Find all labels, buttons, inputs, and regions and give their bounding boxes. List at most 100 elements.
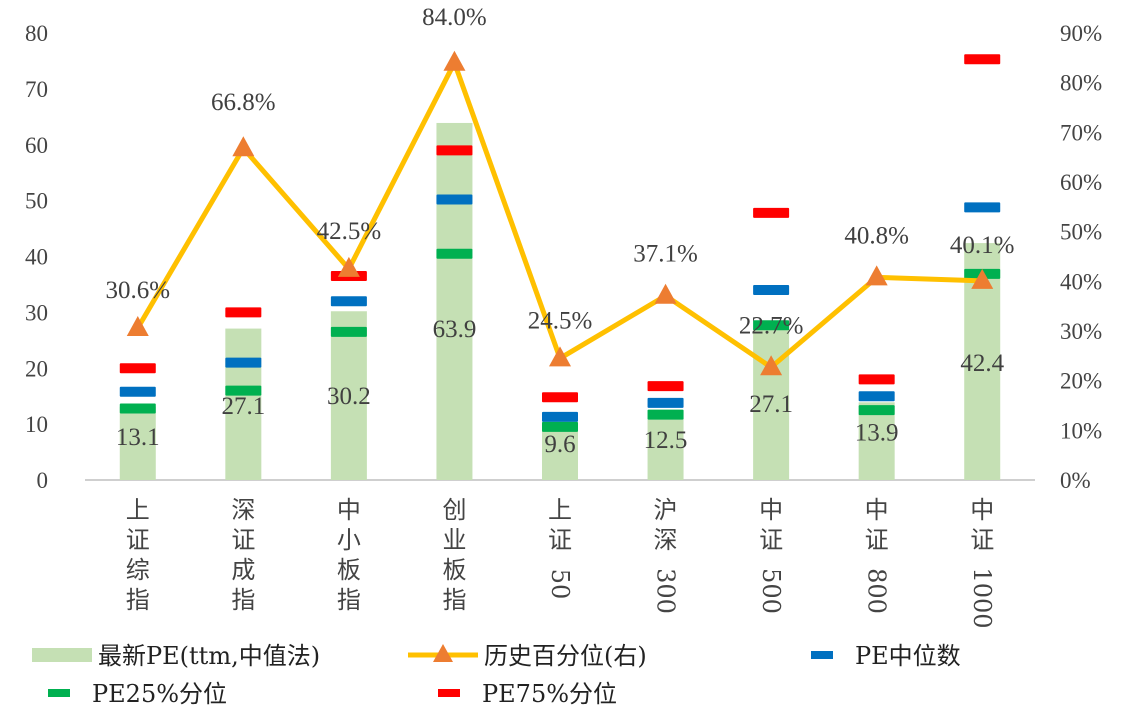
- marker-p25: [225, 385, 262, 396]
- percentile-value-label: 42.5%: [317, 218, 382, 245]
- category-char: 证: [126, 526, 150, 554]
- bar: [119, 406, 156, 480]
- bar: [647, 410, 684, 480]
- triangle-marker: [971, 268, 994, 289]
- bar-value-label: 12.5: [644, 427, 688, 454]
- triangle-marker: [443, 50, 466, 71]
- legend-item: 历史百分位(右): [408, 642, 647, 670]
- right-tick-label: 10%: [1060, 418, 1102, 443]
- category-char: 证: [865, 526, 889, 554]
- marker-median: [542, 411, 578, 422]
- right-tick-label: 30%: [1060, 319, 1102, 344]
- bar-value-label: 42.4: [960, 350, 1004, 377]
- marker-p75: [647, 381, 684, 392]
- left-tick-label: 60: [25, 133, 48, 158]
- category-char: 指: [337, 586, 361, 614]
- category-char: 中: [759, 496, 783, 524]
- category-char: 中: [337, 496, 361, 524]
- legend-item: PE25%分位: [48, 680, 227, 708]
- category-digits: 500: [757, 568, 785, 614]
- category-label: 中证 1000: [968, 496, 996, 629]
- left-tick-label: 30: [25, 300, 48, 325]
- triangle-marker: [760, 355, 783, 376]
- percentile-value-label: 22.7%: [739, 312, 804, 339]
- marker-p25: [858, 405, 895, 416]
- marker-p75: [753, 207, 790, 218]
- legend-item: PE中位数: [811, 642, 961, 670]
- category-char: 中: [970, 496, 994, 524]
- marker-p75: [119, 363, 156, 374]
- bar-value-label: 27.1: [749, 391, 793, 418]
- right-tick-label: 0%: [1060, 468, 1091, 493]
- category-char: 沪: [654, 496, 678, 524]
- left-tick-label: 40: [25, 245, 48, 270]
- legend-item: PE75%分位: [438, 680, 617, 708]
- triangle-marker: [654, 283, 677, 304]
- marker-median: [647, 397, 684, 408]
- marker-p25: [647, 409, 684, 420]
- left-tick-label: 50: [25, 189, 48, 214]
- bar-value-label: 13.1: [116, 424, 160, 451]
- category-char: 深: [654, 526, 678, 554]
- marker-p25: [330, 326, 367, 337]
- category-digits: 800: [863, 568, 891, 614]
- left-tick-label: 10: [25, 412, 48, 437]
- marker-median: [225, 357, 262, 368]
- triangle-marker: [232, 136, 255, 157]
- bar-value-label: 63.9: [433, 316, 477, 343]
- category-char: 证: [548, 526, 572, 554]
- bar-value-label: 9.6: [544, 431, 575, 458]
- right-tick-label: 40%: [1060, 269, 1102, 294]
- bar-value-label: 27.1: [221, 393, 265, 420]
- category-char: 小: [337, 526, 361, 554]
- category-char: 深: [231, 496, 255, 524]
- category-char: 创: [442, 496, 466, 524]
- legend-swatch-marker: [438, 689, 460, 697]
- percentile-value-label: 30.6%: [105, 277, 170, 304]
- right-tick-label: 80%: [1060, 71, 1102, 96]
- category-label: 中证 800: [863, 496, 891, 614]
- triangle-marker: [337, 256, 360, 277]
- marker-median: [753, 285, 790, 296]
- legend-label: 历史百分位(右): [484, 642, 647, 670]
- data-labels: 13.1 27.1 30.2 63.9 9.6 12.5 27.1 13.9 42.4 30.6%…: [105, 4, 1014, 458]
- triangle-marker: [126, 316, 149, 337]
- left-tick-label: 0: [37, 468, 49, 493]
- category-char: 证: [231, 526, 255, 554]
- right-tick-label: 60%: [1060, 170, 1102, 195]
- legend-swatch-marker: [48, 689, 70, 697]
- right-tick-label: 20%: [1060, 369, 1102, 394]
- legend-label: PE75%分位: [482, 680, 617, 708]
- percentile-value-label: 37.1%: [633, 241, 698, 268]
- right-y-axis: 0% 10% 20% 30% 40% 50% 60% 70% 80% 90%: [1060, 21, 1102, 493]
- marker-series: [119, 54, 1001, 432]
- legend-label: PE中位数: [855, 642, 961, 670]
- right-tick-label: 50%: [1060, 220, 1102, 245]
- percentile-value-label: 66.8%: [211, 89, 276, 116]
- category-label: 上证 50: [546, 496, 574, 599]
- left-tick-label: 70: [25, 77, 48, 102]
- right-tick-label: 70%: [1060, 120, 1102, 145]
- category-char: 指: [231, 586, 255, 614]
- legend-swatch-marker: [811, 651, 833, 659]
- marker-median: [119, 386, 156, 397]
- marker-p75: [542, 392, 578, 403]
- line-series: [126, 50, 994, 376]
- marker-p75: [858, 374, 895, 385]
- category-label: 沪深 300: [652, 496, 680, 614]
- category-char: 指: [442, 586, 466, 614]
- percentile-value-label: 40.1%: [950, 232, 1015, 259]
- category-char: 成: [231, 556, 255, 584]
- legend-swatch-bar: [32, 648, 92, 662]
- bar: [436, 122, 473, 481]
- category-char: 板: [337, 556, 361, 584]
- category-char: 上: [126, 496, 150, 524]
- marker-p25: [753, 320, 790, 331]
- bar: [330, 311, 367, 480]
- category-char: 证: [970, 526, 994, 554]
